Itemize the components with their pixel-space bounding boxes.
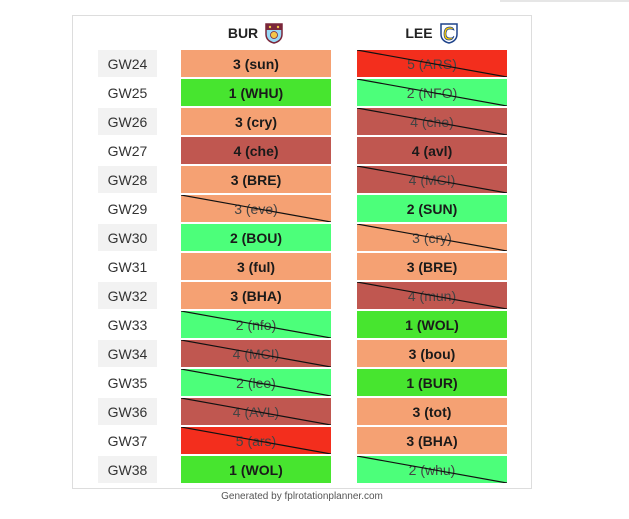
burnley-crest-icon (265, 23, 283, 44)
fixture-cell-bur[interactable]: 2 (nfo) (181, 311, 331, 338)
gameweek-label: GW29 (98, 195, 157, 222)
gameweek-label: GW35 (98, 369, 157, 396)
gameweek-label: GW31 (98, 253, 157, 280)
fixture-label: 1 (BUR) (406, 374, 458, 391)
team-header-bur: BUR (181, 20, 331, 46)
fixture-label: 3 (bou) (408, 345, 456, 362)
fixture-cell-lee[interactable]: 3 (cry) (357, 224, 507, 251)
footer-credit: Generated by fplrotationplanner.com (221, 491, 383, 502)
gameweek-label: GW30 (98, 224, 157, 251)
fixture-cell-lee[interactable]: 4 (MCI) (357, 166, 507, 193)
fixture-cell-bur[interactable]: 2 (BOU) (181, 224, 331, 251)
team-code-bur: BUR (227, 25, 259, 41)
fixture-cell-bur[interactable]: 3 (sun) (181, 50, 331, 77)
strikethrough-line (181, 340, 331, 367)
fixture-cell-lee[interactable]: 4 (mun) (357, 282, 507, 309)
strikethrough-line (357, 282, 507, 309)
fixture-cell-lee[interactable]: 3 (tot) (357, 398, 507, 425)
fixture-label: 1 (WOL) (229, 461, 283, 478)
fixture-cell-bur[interactable]: 5 (ars) (181, 427, 331, 454)
fixture-cell-lee[interactable]: 1 (WOL) (357, 311, 507, 338)
gameweek-label: GW26 (98, 108, 157, 135)
strikethrough-line (181, 369, 331, 396)
fixture-cell-lee[interactable]: 5 (ARS) (357, 50, 507, 77)
fixture-cell-lee[interactable]: 3 (bou) (357, 340, 507, 367)
gameweek-label: GW27 (98, 137, 157, 164)
fixture-cell-bur[interactable]: 3 (cry) (181, 108, 331, 135)
fixture-cell-bur[interactable]: 2 (lee) (181, 369, 331, 396)
fixture-label: 4 (avl) (411, 142, 453, 159)
strikethrough-line (357, 50, 507, 77)
fixture-cell-bur[interactable]: 3 (eve) (181, 195, 331, 222)
fixture-label: 3 (tot) (412, 403, 452, 420)
strikethrough-line (357, 456, 507, 483)
fixture-cell-bur[interactable]: 3 (BHA) (181, 282, 331, 309)
fixture-cell-lee[interactable]: 4 (avl) (357, 137, 507, 164)
strikethrough-line (181, 195, 331, 222)
fixture-cell-bur[interactable]: 4 (AVL) (181, 398, 331, 425)
fixture-label: 2 (BOU) (229, 229, 283, 246)
strikethrough-line (357, 166, 507, 193)
fixture-cell-bur[interactable]: 3 (BRE) (181, 166, 331, 193)
leeds-crest-icon (439, 23, 458, 44)
gameweek-label: GW28 (98, 166, 157, 193)
fixture-label: 3 (BRE) (230, 171, 282, 188)
fixture-label: 4 (che) (233, 142, 279, 159)
fixture-cell-bur[interactable]: 1 (WHU) (181, 79, 331, 106)
fixture-label: 3 (ful) (236, 258, 276, 275)
strikethrough-line (357, 108, 507, 135)
fixture-label: 1 (WHU) (228, 84, 284, 101)
fixture-cell-lee[interactable]: 2 (whu) (357, 456, 507, 483)
gameweek-label: GW25 (98, 79, 157, 106)
fixture-label: 3 (BHA) (406, 432, 458, 449)
team-header-lee: LEE (357, 20, 507, 46)
gameweek-label: GW36 (98, 398, 157, 425)
strikethrough-line (357, 79, 507, 106)
fixture-label: 2 (SUN) (406, 200, 458, 217)
fixture-cell-bur[interactable]: 1 (WOL) (181, 456, 331, 483)
gameweek-label: GW34 (98, 340, 157, 367)
fixture-label: 3 (BRE) (406, 258, 458, 275)
gameweek-label: GW38 (98, 456, 157, 483)
fixture-cell-lee[interactable]: 3 (BRE) (357, 253, 507, 280)
fixture-cell-bur[interactable]: 4 (MCI) (181, 340, 331, 367)
strikethrough-line (181, 398, 331, 425)
strikethrough-line (181, 311, 331, 338)
fixture-cell-lee[interactable]: 2 (SUN) (357, 195, 507, 222)
fixture-cell-bur[interactable]: 3 (ful) (181, 253, 331, 280)
gameweek-label: GW33 (98, 311, 157, 338)
strikethrough-line (181, 427, 331, 454)
gameweek-label: GW37 (98, 427, 157, 454)
fixture-label: 3 (cry) (234, 113, 278, 130)
fixture-label: 1 (WOL) (405, 316, 459, 333)
top-divider (500, 0, 629, 2)
fixture-cell-lee[interactable]: 3 (BHA) (357, 427, 507, 454)
gameweek-label: GW24 (98, 50, 157, 77)
fixture-label: 3 (sun) (233, 55, 279, 72)
gameweek-label: GW32 (98, 282, 157, 309)
fixture-cell-lee[interactable]: 1 (BUR) (357, 369, 507, 396)
team-code-lee: LEE (405, 25, 433, 41)
fixture-cell-lee[interactable]: 4 (che) (357, 108, 507, 135)
fixture-cell-lee[interactable]: 2 (NFO) (357, 79, 507, 106)
fixture-label: 3 (BHA) (230, 287, 282, 304)
strikethrough-line (357, 224, 507, 251)
fixture-cell-bur[interactable]: 4 (che) (181, 137, 331, 164)
